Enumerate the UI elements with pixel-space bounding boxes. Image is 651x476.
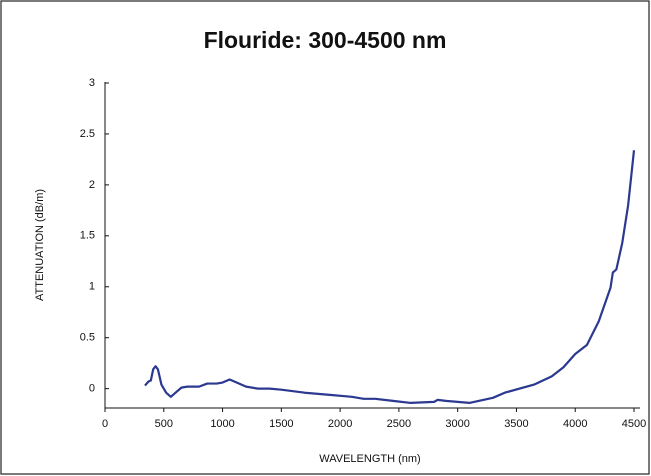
x-tick-label: 1000: [210, 418, 234, 430]
x-tick-label: 2500: [387, 418, 411, 430]
x-tick-label: 4500: [622, 418, 646, 430]
y-tick-label: 0: [89, 383, 95, 395]
y-tick-label: 2.5: [80, 128, 95, 140]
y-tick-label: 2: [89, 179, 95, 191]
x-tick-label: 4000: [563, 418, 587, 430]
chart-title: Flouride: 300-4500 nm: [204, 27, 447, 53]
x-tick-label: 2000: [328, 418, 352, 430]
y-tick-label: 3: [89, 77, 95, 89]
x-tick-label: 1500: [269, 418, 293, 430]
x-tick-label: 3000: [445, 418, 469, 430]
y-tick-label: 1: [89, 281, 95, 293]
x-tick-label: 3500: [504, 418, 528, 430]
y-tick-label: 1.5: [80, 230, 95, 242]
x-axis-label: WAVELENGTH (nm): [319, 453, 420, 465]
x-tick-label: 500: [155, 418, 173, 430]
y-axis-label: ATTENUATION (dB/m): [34, 189, 46, 301]
x-tick-label: 0: [102, 418, 108, 430]
data-line: [144, 150, 636, 405]
y-tick-label: 0.5: [80, 332, 95, 344]
